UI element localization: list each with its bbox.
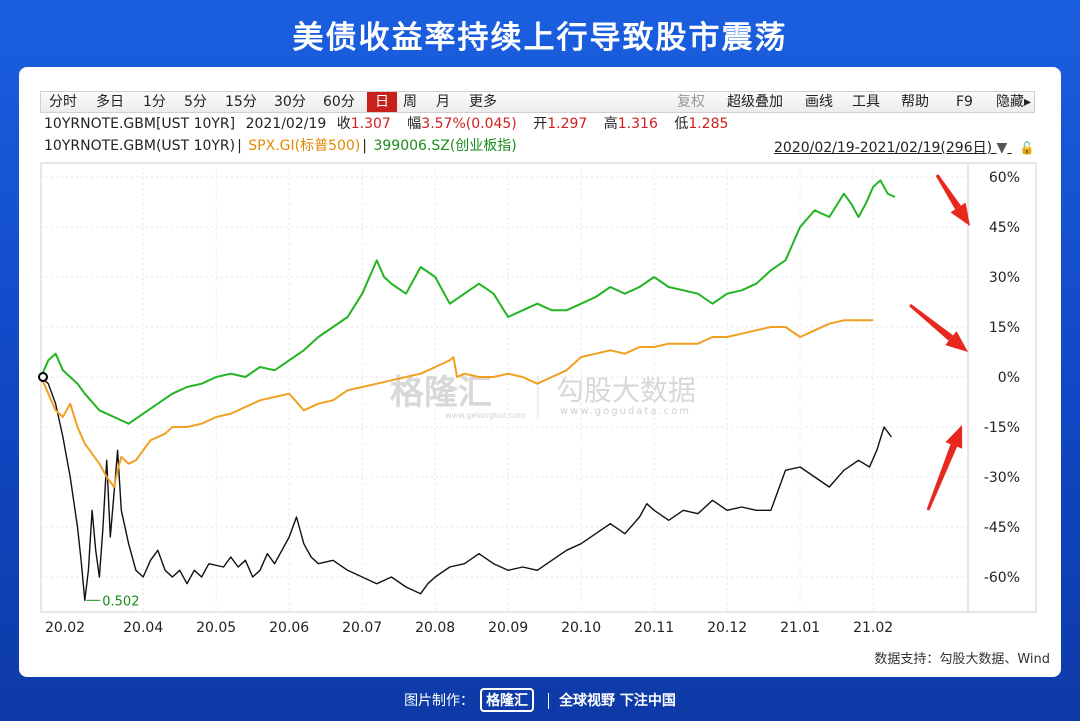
footer-slogan: 全球视野 下注中国 (548, 693, 676, 709)
open-label: 开 (533, 116, 548, 132)
y-tick-label: 30% (989, 270, 1020, 286)
legend-series-spx[interactable]: SPX.GI(标普500) (248, 138, 361, 154)
chart-card (19, 67, 1061, 677)
series-line-chinext (40, 179, 896, 425)
arrow-chinext (935, 174, 970, 226)
x-tick-label: 20.08 (415, 620, 455, 636)
series-layer: 0.502 (38, 179, 896, 609)
tool-button-1[interactable]: 超级叠加 (727, 94, 783, 110)
period-tab-8[interactable]: 周 (403, 94, 417, 110)
page-title: 美债收益率持续上行导致股市震荡 (292, 20, 788, 56)
period-tab-1[interactable]: 多日 (96, 94, 124, 110)
period-tab-9[interactable]: 月 (436, 94, 450, 110)
open-group: 开1.297 (533, 116, 593, 132)
low-group: 低1.285 (674, 116, 734, 132)
period-tab-5[interactable]: 30分 (274, 94, 306, 110)
tool-button-2[interactable]: 画线 (805, 94, 833, 110)
x-tick-label: 20.04 (123, 620, 163, 636)
period-tab-0[interactable]: 分时 (49, 94, 77, 110)
tool-button-5[interactable]: F9 (956, 94, 973, 110)
chart-grid (40, 162, 1037, 613)
legend-series-chinext[interactable]: 399006.SZ(创业板指) (373, 138, 517, 154)
footer: 图片制作： 格隆汇 全球视野 下注中国 (0, 688, 1080, 712)
y-tick-label: -15% (984, 420, 1020, 436)
x-tick-label: 20.02 (45, 620, 85, 636)
y-tick-label: 0% (998, 370, 1020, 386)
x-tick-label: 20.09 (488, 620, 528, 636)
legend-row: 10YRNOTE.GBM(UST 10YR) | SPX.GI(标普500) | 3… (44, 135, 523, 157)
period-tab-3[interactable]: 5分 (184, 94, 207, 110)
y-tick-label: -60% (984, 570, 1020, 586)
x-tick-label: 20.12 (707, 620, 747, 636)
tool-button-4[interactable]: 帮助 (901, 94, 929, 110)
close-value: 1.307 (350, 116, 391, 132)
period-tab-2[interactable]: 1分 (143, 94, 166, 110)
quote-symbol: 10YRNOTE.GBM[UST 10YR] (44, 116, 236, 132)
high-group: 高1.316 (604, 116, 664, 132)
y-tick-label: -30% (984, 470, 1020, 486)
x-tick-label: 21.01 (780, 620, 820, 636)
close-group: 收1.307 (337, 116, 397, 132)
period-toolbar: 分时 多日 1分 5分 15分 30分 60分日周 月 更多 复权 超级叠加 画线 工具 帮助 F9 隐藏▸ (40, 91, 1035, 113)
legend-sep-1: | (237, 138, 242, 154)
date-range-text: 2020/02/19-2021/02/19(296日) (774, 140, 993, 156)
axis-labels: 60% 45% 30% 15% 0% -15% -30% -45% -60% 20.02 20.04… (45, 170, 1020, 636)
period-tab-7[interactable]: 日 (367, 92, 397, 112)
series-line-ust (40, 376, 892, 601)
data-source: 数据支持：勾股大数据、Wind (874, 652, 1050, 667)
open-value: 1.297 (547, 116, 588, 132)
tool-button-3[interactable]: 工具 (852, 94, 880, 110)
change-value: 3.57%(0.045) (421, 116, 517, 132)
x-tick-label: 20.05 (196, 620, 236, 636)
min-annotation: 0.502 (102, 594, 139, 609)
y-tick-label: 45% (989, 220, 1020, 236)
watermark-brand1-sub: www.gelonghui.com (445, 411, 526, 420)
period-tab-4[interactable]: 15分 (225, 94, 257, 110)
chevron-down-icon: ▼ (996, 140, 1008, 156)
y-tick-label: 15% (989, 320, 1020, 336)
footer-made-by: 图片制作： (404, 693, 475, 709)
watermark-brand1: 格隆汇 (390, 373, 492, 413)
legend-series-ust[interactable]: 10YRNOTE.GBM(UST 10YR) (44, 138, 236, 154)
arrow-ust (926, 425, 963, 511)
period-tab-10[interactable]: 更多 (469, 94, 497, 110)
x-tick-label: 20.07 (342, 620, 382, 636)
close-label: 收 (336, 116, 351, 132)
legend-sep-2: | (362, 138, 368, 154)
high-label: 高 (603, 116, 618, 132)
watermark-brand2: 勾股大数据 (556, 374, 696, 407)
low-value: 1.285 (688, 116, 729, 132)
lock-icon[interactable]: 🔓 (1019, 141, 1035, 155)
tool-button-0[interactable]: 复权 (677, 94, 705, 110)
quote-date: 2021/02/19 (245, 116, 327, 132)
watermark-brand2-sub: www.gogudata.com (560, 406, 691, 417)
low-label: 低 (674, 116, 689, 132)
date-range-selector[interactable]: 2020/02/19-2021/02/19(296日) ▼ 🔓 (774, 137, 1035, 157)
quote-row: 10YRNOTE.GBM[UST 10YR] 2021/02/19 收1.307… (44, 113, 740, 135)
x-tick-label: 20.11 (634, 620, 674, 636)
x-tick-label: 20.06 (269, 620, 309, 636)
y-tick-label: 60% (989, 170, 1020, 186)
x-tick-label: 21.02 (853, 620, 893, 636)
change-group: 幅3.57%(0.045) (407, 116, 522, 132)
period-tab-6[interactable]: 60分 (323, 94, 355, 110)
y-tick-label: -45% (984, 520, 1020, 536)
tool-button-6[interactable]: 隐藏▸ (996, 94, 1032, 110)
x-tick-label: 20.10 (561, 620, 601, 636)
trend-arrows (909, 174, 970, 511)
start-marker (38, 372, 48, 382)
series-line-spx (40, 319, 874, 488)
plot-frame (40, 162, 1037, 613)
footer-brand-logo: 格隆汇 (480, 688, 535, 712)
change-label: 幅 (407, 116, 422, 132)
high-value: 1.316 (617, 116, 658, 132)
arrow-spx (909, 303, 968, 352)
